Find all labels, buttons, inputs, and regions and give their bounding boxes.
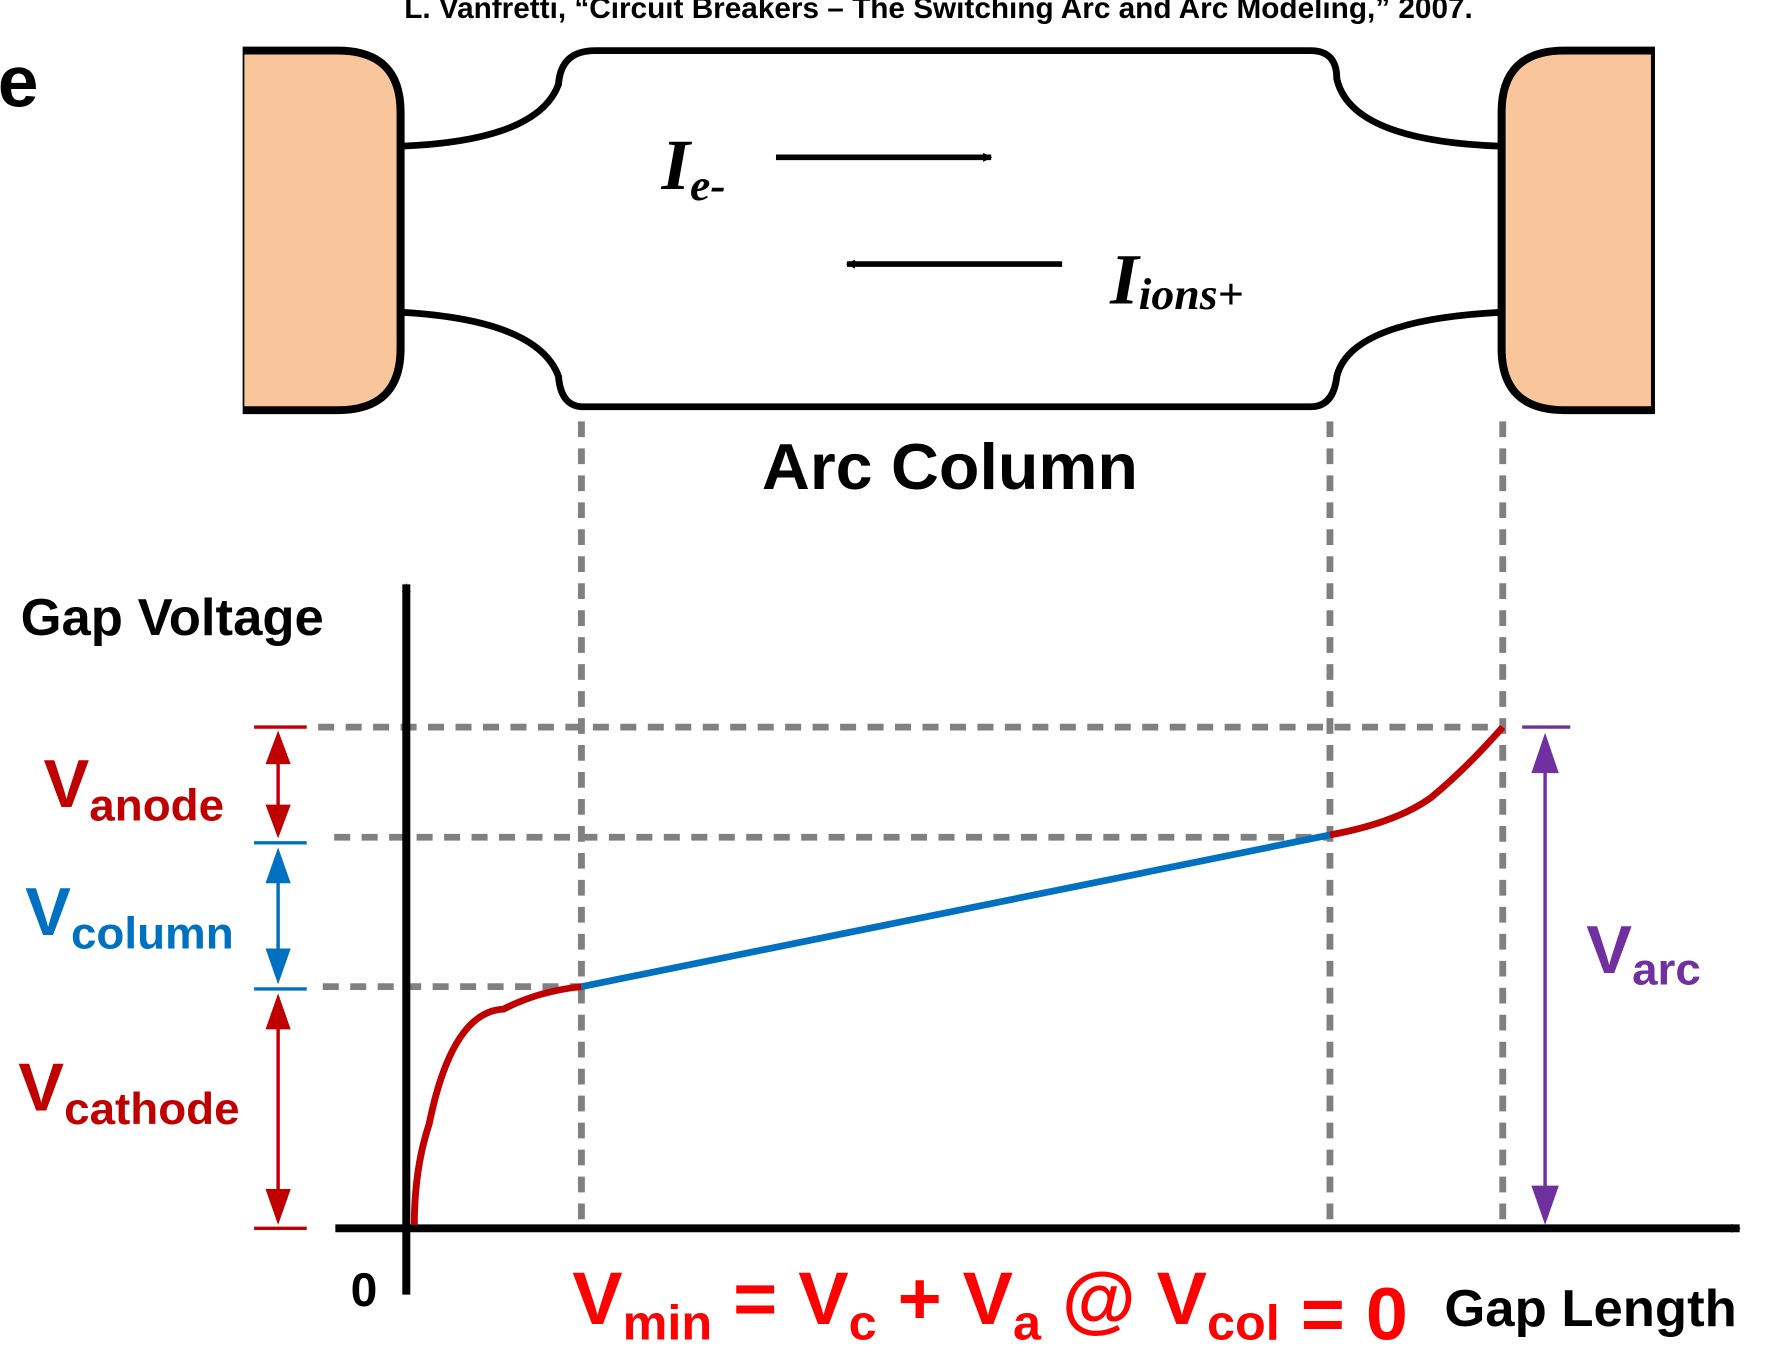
anode-curve: [1329, 724, 1506, 839]
anode-electrode: [1497, 46, 1659, 415]
subscript: cathode: [64, 1083, 240, 1134]
symbol: V: [1586, 913, 1632, 988]
formula-term: = 0: [1280, 1272, 1408, 1355]
v-arc: Varc: [1586, 913, 1701, 995]
column-curve: [580, 831, 1331, 990]
cathode-electrode: [236, 46, 405, 415]
formula-subscript: col: [1207, 1295, 1280, 1350]
subscript: e-: [690, 160, 726, 210]
formula-subscript: a: [1013, 1295, 1042, 1350]
formula: Vmin = Vc + Va @ Vcol = 0: [572, 1256, 1408, 1355]
v-anode: Vanode: [43, 746, 224, 830]
arc-column-label: Arc Column: [762, 429, 1138, 502]
formula-term: = V: [712, 1256, 849, 1339]
symbol: V: [25, 875, 71, 950]
v-cathode: Vcathode: [18, 1050, 239, 1134]
symbol: I: [661, 124, 693, 204]
subscript: arc: [1632, 944, 1701, 995]
x-axis-label: Gap Length: [1444, 1280, 1736, 1337]
cathode-curve: [410, 983, 582, 1225]
y-axis-label: Gap Voltage: [21, 589, 324, 646]
symbol: V: [18, 1050, 64, 1125]
electron-current: Ie-: [661, 124, 726, 210]
symbol: I: [1109, 239, 1141, 319]
subscript: ions+: [1139, 269, 1244, 319]
citation: L. Vanfretti, “Circuit Breakers – The Sw…: [404, 0, 1473, 25]
guides: [318, 421, 1507, 1225]
subscript: column: [71, 908, 234, 959]
formula-term: @ V: [1041, 1256, 1207, 1339]
voltage-brackets: [254, 725, 1571, 1230]
arc-column-outline: [402, 47, 1500, 411]
formula-term: V: [572, 1256, 622, 1339]
title-fragment: e: [0, 42, 38, 122]
formula-subscript: c: [849, 1295, 877, 1350]
formula-term: + V: [877, 1256, 1014, 1339]
v-column: Vcolumn: [25, 875, 234, 959]
ion-current: Iions+: [1109, 239, 1243, 319]
symbol: V: [43, 746, 89, 821]
origin-label: 0: [351, 1264, 378, 1317]
formula-subscript: min: [623, 1295, 713, 1350]
subscript: anode: [89, 780, 224, 831]
